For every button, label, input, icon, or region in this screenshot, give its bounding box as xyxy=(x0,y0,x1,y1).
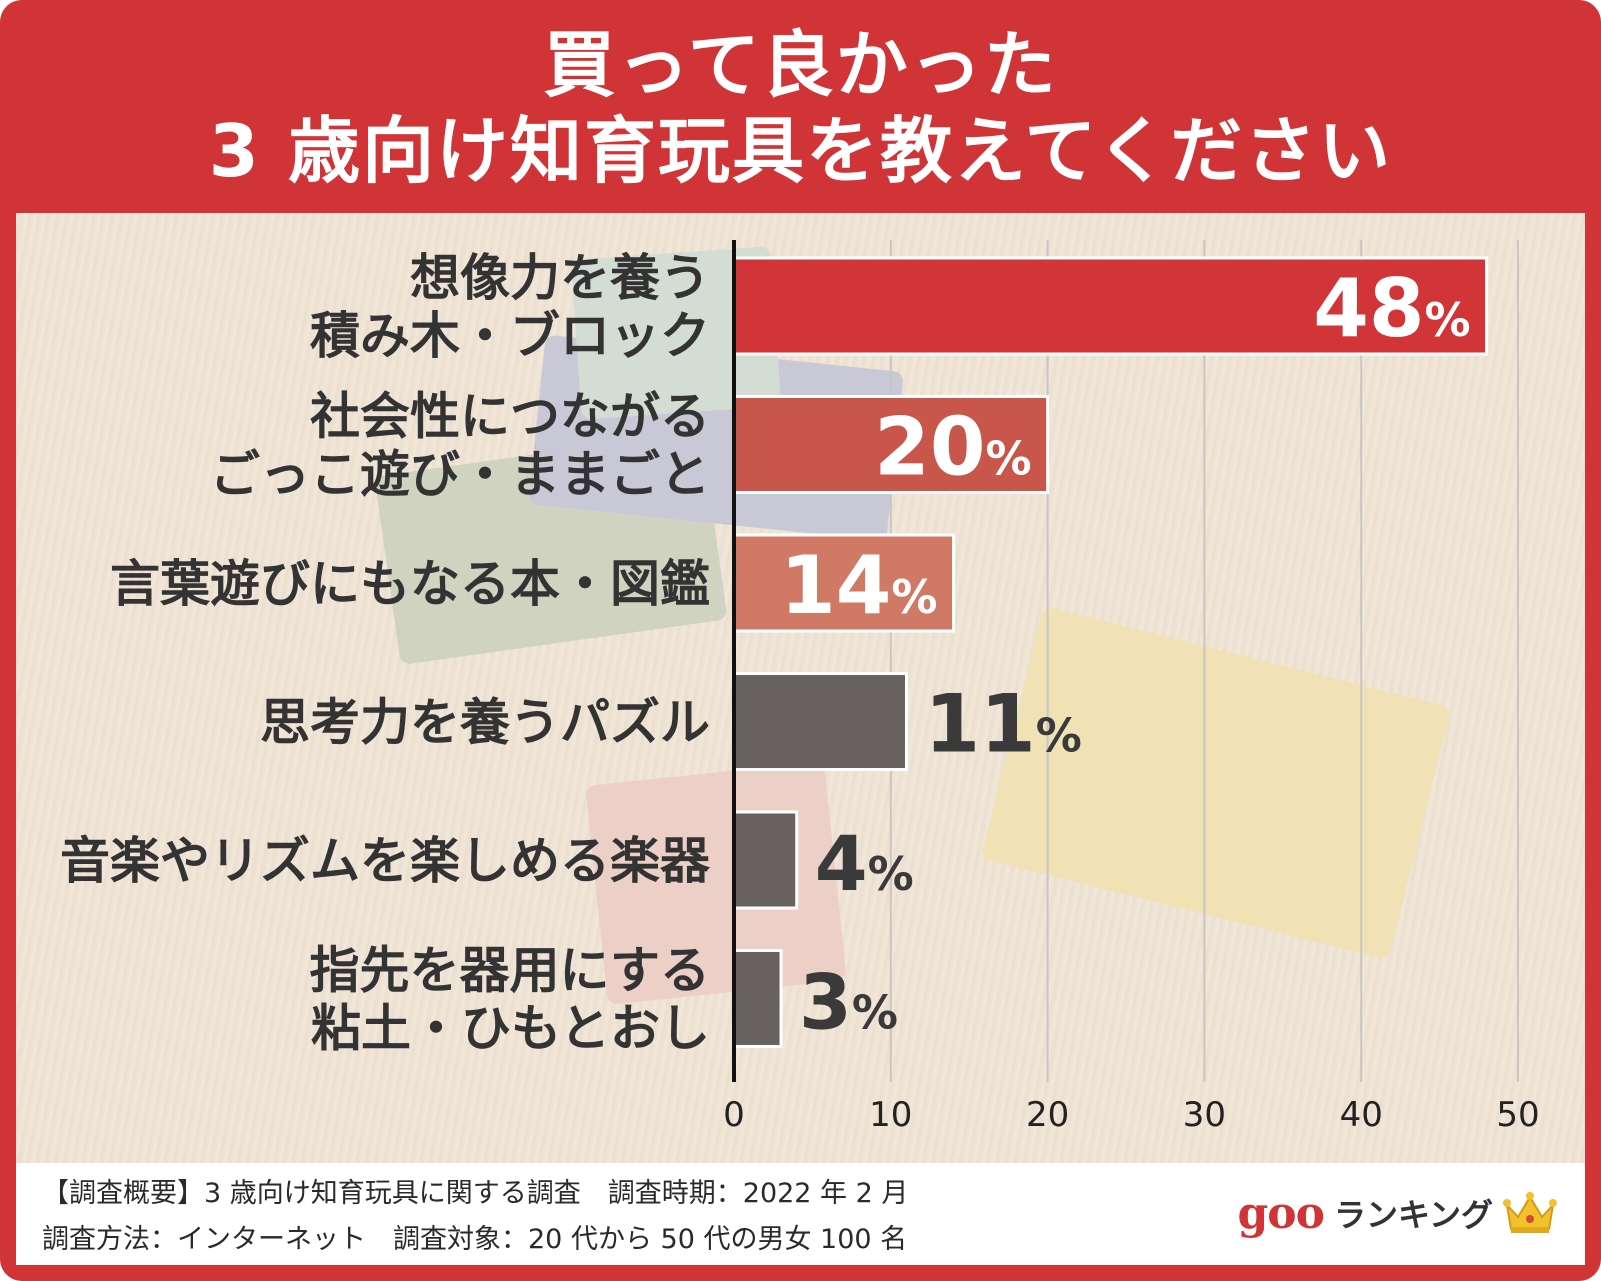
category-label: 指先を器用にする xyxy=(310,942,711,1000)
data-label: 4% xyxy=(815,819,914,908)
category-label: 社会性につながる xyxy=(310,388,710,446)
survey-method-line: 調査方法：インターネット 調査対象：20 代から 50 代の男女 100 名 xyxy=(42,1224,908,1255)
survey-footer: 【調査概要】3 歳向け知育玩具に関する調査 調査時期：2022 年 2 月 調査… xyxy=(16,1163,1585,1265)
title-line-2: 3 歳向け知育玩具を教えてください xyxy=(208,109,1393,193)
data-label: 48% xyxy=(1313,262,1470,355)
x-tick-label: 10 xyxy=(869,1095,912,1135)
brand-logo: goo ランキング xyxy=(1237,1183,1557,1243)
data-label: 3% xyxy=(799,958,898,1047)
x-tick-label: 20 xyxy=(1026,1095,1069,1135)
chart-title: 買って良かった 3 歳向け知育玩具を教えてください xyxy=(0,22,1601,194)
bar xyxy=(732,672,908,771)
bar xyxy=(732,949,783,1048)
title-line-1: 買って良かった xyxy=(543,23,1058,107)
x-tick-label: 40 xyxy=(1340,1095,1383,1135)
data-label: 20% xyxy=(874,401,1031,494)
category-label: 言葉遊びにもなる本・図鑑 xyxy=(110,555,710,613)
data-label: 14% xyxy=(780,539,937,632)
x-tick-label: 0 xyxy=(723,1095,745,1135)
category-label: 思考力を養うパズル xyxy=(260,694,710,752)
survey-summary-line: 【調査概要】3 歳向け知育玩具に関する調査 調査時期：2022 年 2 月 xyxy=(42,1178,909,1209)
data-label: 11% xyxy=(924,678,1081,771)
crown-icon xyxy=(1503,1192,1557,1233)
category-label: ごっこ遊び・ままごと xyxy=(210,446,710,504)
brand-goo-text: goo xyxy=(1237,1187,1324,1239)
category-label: 積み木・ブロック xyxy=(310,307,710,365)
x-tick-label: 50 xyxy=(1496,1095,1539,1135)
x-tick-label: 30 xyxy=(1183,1095,1226,1135)
category-label: 想像力を養う xyxy=(410,249,710,307)
category-label: 粘土・ひもとおし xyxy=(311,1000,710,1058)
category-label: 音楽やリズムを楽しめる楽器 xyxy=(60,832,711,890)
brand-ranking-text: ランキング xyxy=(1333,1196,1493,1234)
chart-panel xyxy=(16,213,1585,1163)
bar xyxy=(732,810,799,910)
